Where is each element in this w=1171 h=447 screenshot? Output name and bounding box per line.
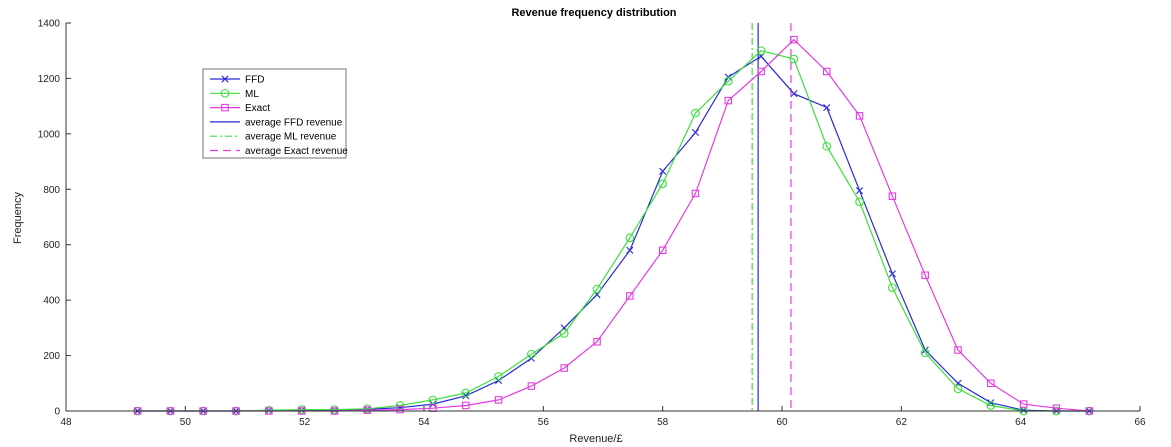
data-point — [362, 404, 372, 414]
y-tick-label: 1400 — [38, 19, 61, 30]
data-point — [756, 46, 766, 56]
data-point — [790, 35, 798, 44]
legend-item: average FFD revenue — [210, 117, 343, 128]
data-point — [823, 103, 831, 112]
y-tick-label: 600 — [43, 240, 60, 251]
data-point — [888, 192, 897, 200]
data-point — [625, 233, 635, 243]
data-point — [330, 405, 339, 414]
legend-marker — [220, 88, 230, 98]
legend-item: average ML revenue — [210, 132, 337, 143]
data-point — [691, 128, 700, 137]
y-tick-label: 1000 — [38, 129, 61, 140]
chart-title: Revenue frequency distribution — [511, 7, 676, 19]
legend-label: average Exact revenue — [245, 146, 348, 157]
legend-label: ML — [245, 89, 259, 100]
data-point — [920, 348, 930, 358]
average-lines — [751, 23, 792, 411]
data-point — [789, 54, 799, 64]
y-axis-label: Frequency — [12, 192, 24, 244]
data-point — [822, 141, 832, 151]
legend: FFD ML Exact average FFD revenue average ML … — [202, 68, 348, 159]
y-tick-label: 1200 — [38, 74, 61, 85]
data-point — [527, 382, 536, 390]
data-point — [461, 388, 471, 398]
data-point — [297, 405, 307, 414]
data-point — [592, 284, 602, 294]
axis-ticks: 48 50 52 54 56 58 60 62 64 66 0 200 400 600 800 1000 120… — [38, 19, 1146, 429]
data-point — [953, 384, 963, 394]
data-point — [1019, 400, 1028, 408]
legend-item: FFD — [210, 75, 264, 86]
data-point — [494, 372, 503, 381]
x-tick-label: 50 — [180, 417, 192, 428]
x-axis-label: Revenue/£ — [569, 433, 622, 445]
x-tick-label: 66 — [1134, 417, 1146, 428]
data-point — [855, 187, 864, 195]
data-point — [396, 405, 404, 414]
data-point — [527, 349, 536, 359]
data-point — [987, 379, 995, 388]
data-point — [921, 271, 929, 279]
data-point — [462, 401, 470, 410]
x-tick-label: 56 — [538, 417, 550, 428]
data-point — [724, 96, 733, 105]
data-point — [888, 270, 896, 278]
legend-label: FFD — [245, 75, 264, 86]
data-point — [691, 189, 700, 198]
data-point — [658, 246, 667, 255]
legend-item: ML — [210, 89, 259, 100]
data-point — [494, 396, 503, 404]
data-point — [855, 197, 864, 207]
legend-item: average Exact revenue — [210, 146, 348, 157]
data-point — [659, 167, 667, 175]
x-tick-label: 52 — [299, 417, 311, 428]
series-line — [137, 50, 1090, 412]
data-point — [593, 337, 601, 346]
data-point — [723, 76, 733, 86]
y-tick-label: 800 — [43, 185, 60, 196]
data-point — [888, 283, 897, 293]
legend-marker — [221, 75, 229, 83]
data-point — [790, 90, 798, 98]
legend-label: average FFD revenue — [245, 117, 343, 128]
x-tick-label: 48 — [60, 417, 72, 428]
x-tick-label: 62 — [896, 417, 908, 428]
x-tick-label: 58 — [657, 417, 669, 428]
data-point — [855, 112, 864, 120]
data-point — [626, 292, 634, 300]
data-point — [822, 67, 831, 76]
x-tick-label: 64 — [1015, 417, 1027, 428]
legend-label: average ML revenue — [245, 132, 337, 143]
y-tick-label: 400 — [43, 296, 60, 307]
data-point — [691, 108, 700, 118]
data-point — [954, 346, 962, 354]
x-tick-label: 60 — [776, 417, 788, 428]
data-point — [428, 395, 438, 405]
legend-box — [202, 68, 347, 159]
data-point — [658, 179, 668, 189]
data-point — [363, 406, 372, 414]
data-point — [560, 364, 568, 372]
y-tick-label: 0 — [54, 407, 60, 418]
data-point — [626, 246, 634, 254]
legend-label: Exact — [245, 103, 270, 114]
y-tick-label: 200 — [43, 351, 60, 362]
data-point — [757, 67, 765, 76]
legend-item: Exact — [210, 103, 270, 114]
legend-marker — [221, 103, 229, 112]
data-point — [559, 329, 569, 338]
x-tick-label: 54 — [418, 417, 430, 428]
data-point — [986, 401, 996, 410]
